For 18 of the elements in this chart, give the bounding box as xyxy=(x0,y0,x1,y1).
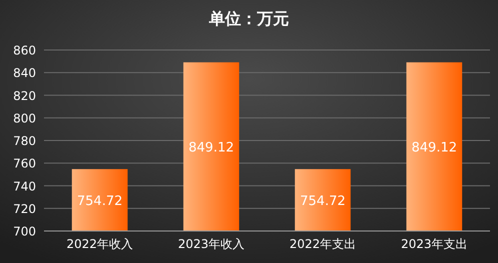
y-tick-label: 780 xyxy=(13,134,36,148)
data-label: 849.12 xyxy=(412,140,457,156)
y-tick-label: 820 xyxy=(13,88,36,103)
y-tick-label: 700 xyxy=(13,224,36,238)
x-tick-label: 2022年收入 xyxy=(66,237,134,251)
y-tick-label: 720 xyxy=(13,202,36,216)
y-tick-label: 800 xyxy=(13,111,36,126)
y-tick-label: 840 xyxy=(13,66,36,80)
data-label: 754.72 xyxy=(77,194,122,210)
y-tick-label: 760 xyxy=(13,156,36,171)
x-tick-label: 2022年支出 xyxy=(289,237,356,251)
x-tick-label: 2023年支出 xyxy=(400,237,468,251)
y-tick-label: 860 xyxy=(13,44,36,58)
y-tick-label: 740 xyxy=(13,179,36,194)
chart-title: 单位：万元 xyxy=(208,9,289,28)
data-label: 849.12 xyxy=(188,140,234,156)
data-label: 754.72 xyxy=(300,194,346,210)
x-tick-label: 2023年收入 xyxy=(178,237,245,251)
